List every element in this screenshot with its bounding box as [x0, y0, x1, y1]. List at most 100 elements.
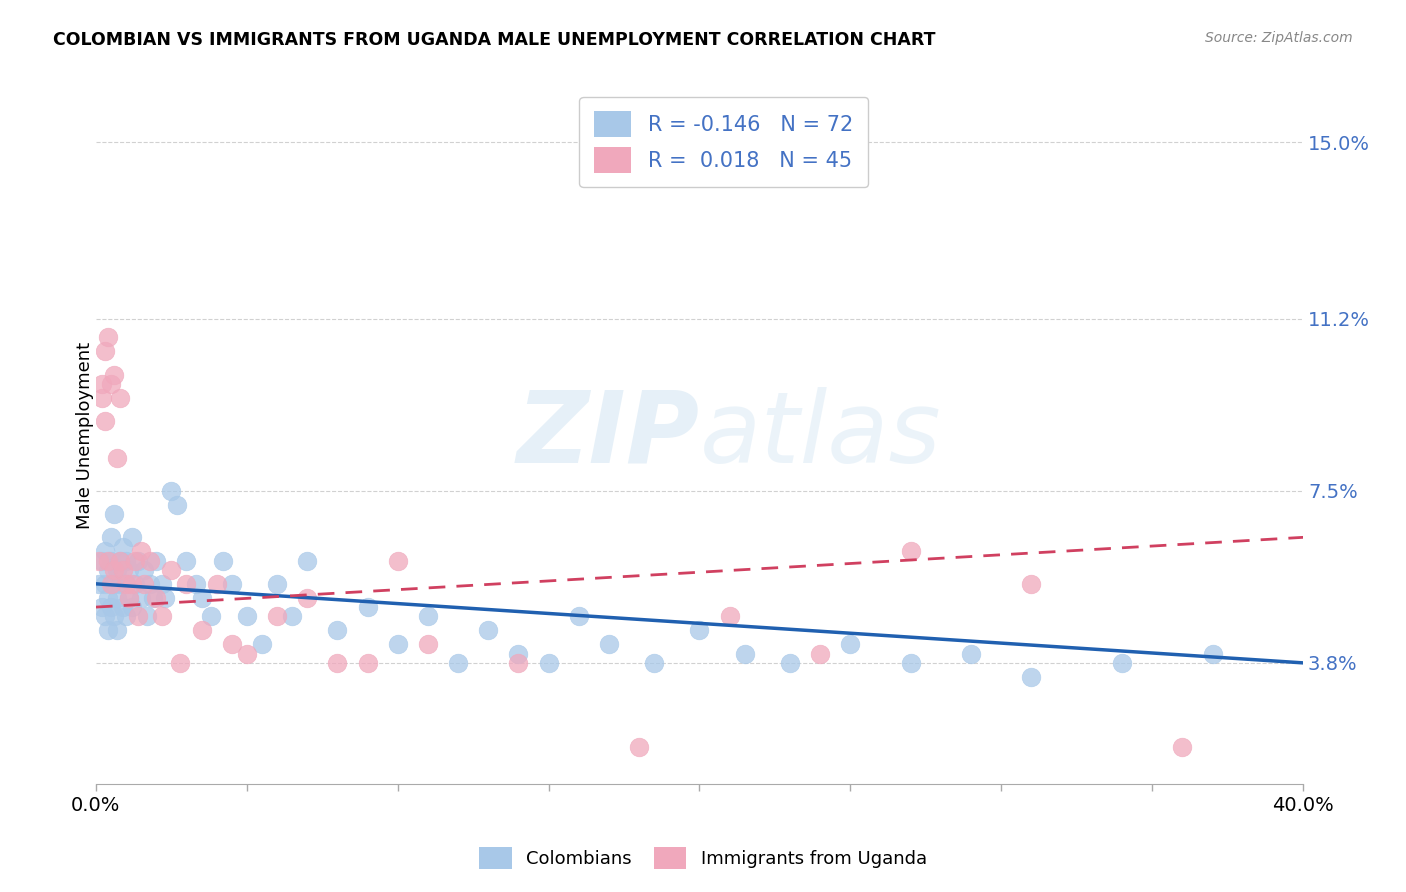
Point [105, 591, 128, 605]
Point [134, 577, 156, 591]
Point [108, 553, 131, 567]
Legend: R = -0.146   N = 72, R =  0.018   N = 45: R = -0.146 N = 72, R = 0.018 N = 45 [579, 96, 868, 187]
Point [1201, 647, 1223, 661]
Point [100, 530, 122, 544]
Point [734, 647, 756, 661]
Point [387, 637, 409, 651]
Point [103, 577, 125, 591]
Point [115, 577, 138, 591]
Point [100, 600, 122, 615]
Point [236, 609, 259, 624]
Point [105, 451, 128, 466]
Point [266, 609, 288, 624]
Legend: Colombians, Immigrants from Uganda: Colombians, Immigrants from Uganda [471, 838, 935, 879]
Point [103, 563, 125, 577]
Point [108, 391, 131, 405]
Point [718, 609, 741, 624]
Point [295, 591, 318, 605]
Point [326, 656, 349, 670]
Y-axis label: Male Unemployment: Male Unemployment [76, 342, 94, 529]
Point [1171, 739, 1194, 754]
Point [97, 591, 120, 605]
Point [169, 656, 191, 670]
Point [145, 591, 167, 605]
Point [87, 577, 110, 591]
Point [127, 609, 149, 624]
Point [145, 553, 167, 567]
Point [221, 637, 243, 651]
Point [108, 577, 131, 591]
Point [121, 600, 143, 615]
Point [129, 544, 152, 558]
Point [127, 553, 149, 567]
Point [643, 656, 665, 670]
Point [121, 530, 143, 544]
Point [221, 577, 243, 591]
Point [97, 553, 120, 567]
Point [112, 600, 135, 615]
Point [779, 656, 801, 670]
Point [160, 563, 183, 577]
Point [250, 637, 273, 651]
Point [190, 624, 212, 638]
Point [900, 544, 922, 558]
Point [477, 624, 499, 638]
Point [100, 376, 122, 391]
Point [105, 563, 128, 577]
Point [94, 544, 117, 558]
Point [508, 656, 530, 670]
Point [150, 577, 173, 591]
Point [124, 553, 146, 567]
Point [139, 553, 162, 567]
Point [124, 577, 146, 591]
Point [628, 739, 651, 754]
Point [115, 553, 138, 567]
Point [508, 647, 530, 661]
Point [108, 553, 131, 567]
Point [121, 577, 143, 591]
Point [103, 368, 125, 382]
Point [100, 577, 122, 591]
Point [211, 553, 233, 567]
Point [416, 609, 439, 624]
Point [416, 637, 439, 651]
Point [91, 600, 114, 615]
Point [236, 647, 259, 661]
Point [184, 577, 207, 591]
Point [200, 609, 222, 624]
Point [105, 624, 128, 638]
Point [112, 563, 135, 577]
Point [387, 553, 409, 567]
Point [900, 656, 922, 670]
Point [1021, 670, 1043, 684]
Point [94, 577, 117, 591]
Point [115, 577, 138, 591]
Point [115, 609, 138, 624]
Point [176, 577, 198, 591]
Point [689, 624, 711, 638]
Point [134, 563, 156, 577]
Text: ZIP: ZIP [516, 386, 700, 483]
Point [356, 600, 378, 615]
Point [537, 656, 560, 670]
Point [205, 577, 228, 591]
Point [281, 609, 304, 624]
Point [139, 577, 162, 591]
Point [97, 563, 120, 577]
Point [100, 553, 122, 567]
Point [94, 344, 117, 359]
Point [91, 391, 114, 405]
Point [160, 483, 183, 498]
Point [176, 553, 198, 567]
Point [568, 609, 591, 624]
Point [447, 656, 470, 670]
Point [960, 647, 983, 661]
Point [91, 376, 114, 391]
Point [129, 591, 152, 605]
Point [118, 563, 141, 577]
Point [91, 553, 114, 567]
Point [118, 591, 141, 605]
Point [97, 330, 120, 344]
Point [112, 540, 135, 554]
Text: COLOMBIAN VS IMMIGRANTS FROM UGANDA MALE UNEMPLOYMENT CORRELATION CHART: COLOMBIAN VS IMMIGRANTS FROM UGANDA MALE… [53, 31, 936, 49]
